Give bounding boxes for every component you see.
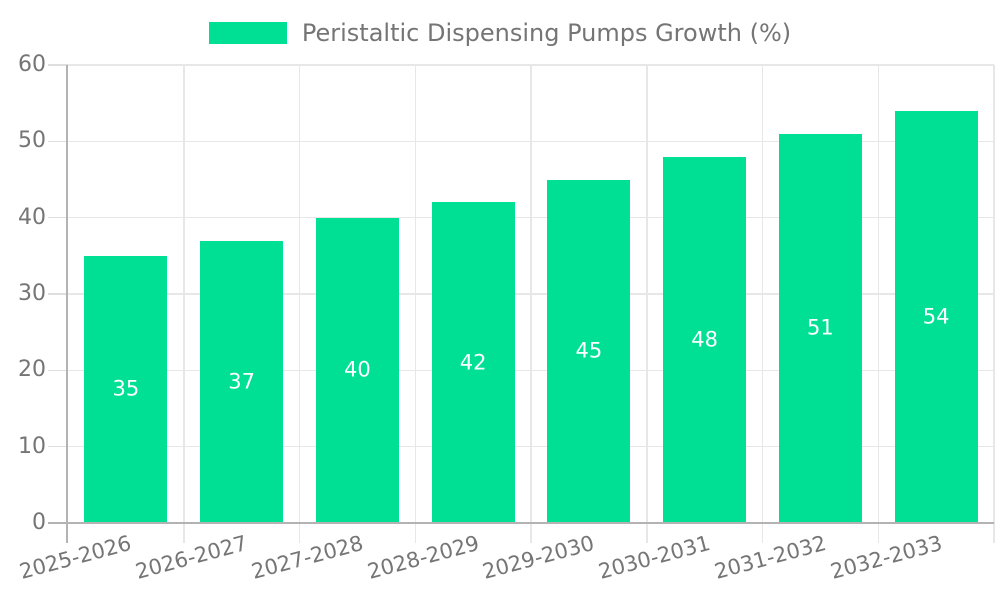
x-axis-label: 2025-2026 xyxy=(17,531,135,584)
bar[interactable]: 35 xyxy=(84,255,168,523)
y-axis-tick xyxy=(48,293,68,295)
y-axis-tick xyxy=(48,369,68,372)
y-axis-label: 50 xyxy=(18,128,46,154)
y-axis-tick xyxy=(48,140,68,143)
gridline-vertical xyxy=(761,65,764,543)
bar[interactable]: 37 xyxy=(200,240,284,523)
gridline-vertical xyxy=(646,65,648,543)
legend-item[interactable]: Peristaltic Dispensing Pumps Growth (%) xyxy=(208,19,792,47)
x-axis-line xyxy=(48,521,994,524)
y-axis-tick xyxy=(48,445,68,448)
y-axis-label: 10 xyxy=(18,433,46,459)
bar-value-label: 54 xyxy=(922,304,950,329)
x-axis-label: 2028-2029 xyxy=(364,531,482,584)
bar[interactable]: 45 xyxy=(547,179,631,523)
bar-value-label: 35 xyxy=(112,376,140,401)
bar[interactable]: 40 xyxy=(315,217,399,523)
x-axis-label: 2032-2033 xyxy=(827,531,945,584)
x-axis-label: 2029-2030 xyxy=(480,531,598,584)
gridline-vertical xyxy=(877,65,879,543)
x-axis-label: 2026-2027 xyxy=(133,531,250,584)
y-axis-tick xyxy=(48,216,68,219)
gridline-vertical xyxy=(414,65,416,543)
y-axis-label: 30 xyxy=(18,281,46,306)
bar-value-label: 45 xyxy=(575,338,603,363)
y-axis-label: 0 xyxy=(32,510,46,535)
gridline-vertical xyxy=(298,65,301,543)
plot-area: 0 10 20 30 40 50 60 35 37 40 42 45 48 51 54 2025-2026 20… xyxy=(17,54,995,584)
gridline-vertical xyxy=(993,65,995,543)
bar-value-label: 42 xyxy=(459,350,487,375)
y-axis-label: 40 xyxy=(18,204,46,230)
gridline-vertical xyxy=(183,65,185,543)
legend-label: Peristaltic Dispensing Pumps Growth (%) xyxy=(301,19,792,47)
x-axis-label: 2027-2028 xyxy=(248,531,366,584)
bar[interactable]: 48 xyxy=(663,156,747,523)
bar-value-label: 48 xyxy=(691,327,718,352)
y-axis-line xyxy=(66,65,68,543)
bar-value-label: 40 xyxy=(344,357,371,382)
y-axis-label: 60 xyxy=(18,52,46,77)
gridline-vertical xyxy=(530,65,532,543)
bar[interactable]: 51 xyxy=(778,133,862,523)
x-axis-label: 2031-2032 xyxy=(711,531,829,584)
bar-value-label: 37 xyxy=(228,369,255,394)
bar-value-label: 51 xyxy=(807,315,834,340)
y-axis-label: 20 xyxy=(18,357,46,383)
bar[interactable]: 54 xyxy=(894,110,978,523)
legend: Peristaltic Dispensing Pumps Growth (%) xyxy=(0,20,1000,46)
x-axis-label: 2030-2031 xyxy=(596,531,713,584)
legend-swatch-icon xyxy=(208,22,287,45)
bar[interactable]: 42 xyxy=(431,202,515,523)
y-axis-tick xyxy=(48,64,68,66)
